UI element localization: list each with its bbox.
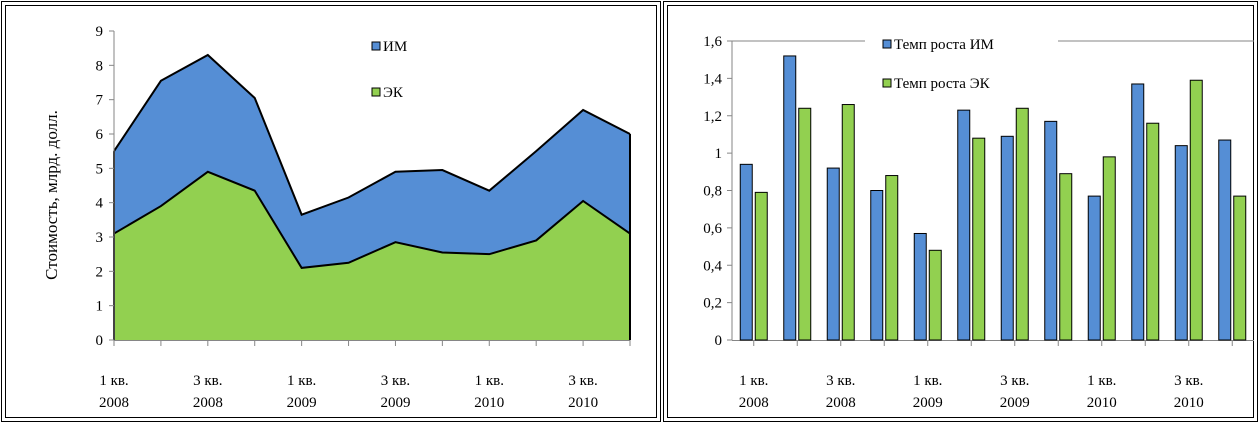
- y-tick-label: 5: [96, 161, 104, 177]
- x-tick-label: 2010: [474, 395, 504, 411]
- x-tick-label: 3 кв.: [826, 373, 855, 389]
- x-tick-label: 2010: [568, 395, 598, 411]
- y-axis-title: Стоимость, млрд. долл.: [42, 110, 61, 280]
- bar-ek: [928, 249, 942, 341]
- bar-im: [1087, 195, 1101, 341]
- x-tick-label: 2008: [739, 395, 769, 411]
- y-tick-label: 6: [96, 127, 104, 143]
- legend-swatch: [371, 87, 381, 97]
- y-tick-label: 3: [96, 230, 104, 246]
- y-tick-label: 1,6: [703, 34, 722, 50]
- area-series-ek: [114, 171, 630, 340]
- y-tick-label: 4: [96, 196, 104, 212]
- x-tick-label: 2009: [380, 395, 410, 411]
- y-tick-label: 8: [96, 58, 104, 74]
- x-tick-label: 2008: [99, 395, 129, 411]
- legend-swatch: [882, 78, 892, 88]
- legend-swatch: [371, 41, 381, 51]
- x-tick-label: 2008: [826, 395, 856, 411]
- bar-im: [1174, 145, 1188, 341]
- x-tick-label: 3 кв.: [568, 373, 597, 389]
- bar-ek: [1059, 173, 1073, 341]
- bar-im: [783, 55, 797, 341]
- bar-im: [913, 232, 927, 341]
- x-tick-label: 1 кв.: [287, 373, 316, 389]
- legend-label: Темп роста ИМ: [894, 37, 994, 53]
- x-tick-label: 1 кв.: [913, 373, 942, 389]
- x-tick-label: 3 кв.: [193, 373, 222, 389]
- x-tick-label: 1 кв.: [99, 373, 128, 389]
- legend-label: ЭК: [383, 85, 404, 101]
- area-mid-outline: [113, 170, 631, 269]
- y-tick-label: 1,4: [703, 71, 722, 87]
- x-tick-label: 2009: [1000, 395, 1030, 411]
- bar-ek: [1102, 156, 1116, 341]
- bar-im: [826, 167, 840, 341]
- y-tick-label: 2: [96, 264, 104, 280]
- bar-chart: 0 0,2 0,4 0,6 0,8 1 1,2 1,4 1,6 1 кв. 2008 3 кв. 200…: [663, 1, 1258, 422]
- y-tick-label: 9: [96, 24, 104, 40]
- area-top-outline: [113, 53, 631, 216]
- x-tick-label: 3 кв.: [381, 373, 410, 389]
- area-chart-panel: 0 1 2 3 4 5 6 7 8 9 1 кв. 2008 3 кв. 2008 1 кв. 2009 3 к…: [0, 0, 662, 423]
- chart-frame-inner: [5, 5, 657, 418]
- y-tick-label: 0: [96, 333, 104, 349]
- y-tick-label: 0,6: [703, 221, 722, 237]
- legend-swatch: [882, 39, 892, 49]
- x-tick-label: 2009: [287, 395, 317, 411]
- chart-frame-outer: [1, 1, 661, 422]
- area-series-im: [114, 55, 630, 268]
- x-tick-label: 1 кв.: [1087, 373, 1116, 389]
- chart-frame-inner: [667, 5, 1254, 418]
- x-tick-label: 3 кв.: [1174, 373, 1203, 389]
- x-tick-label: 2010: [1174, 395, 1204, 411]
- y-tick-label: 1: [715, 146, 723, 162]
- x-tick-label: 2009: [913, 395, 943, 411]
- y-tick-label: 1,2: [703, 109, 722, 125]
- bar-im: [870, 190, 884, 341]
- bar-ek: [1146, 122, 1160, 341]
- x-tick-label: 3 кв.: [1000, 373, 1029, 389]
- area-chart: 0 1 2 3 4 5 6 7 8 9 1 кв. 2008 3 кв. 2008 1 кв. 2009 3 к…: [1, 1, 661, 422]
- x-tick-label: 2010: [1087, 395, 1117, 411]
- bar-ek: [972, 137, 986, 341]
- y-tick-label: 0: [715, 333, 723, 349]
- bar-ek: [754, 191, 768, 341]
- bar-im: [957, 109, 971, 341]
- y-tick-label: 7: [96, 93, 104, 109]
- bar-ek: [841, 104, 855, 341]
- legend-label: Темп роста ЭК: [894, 76, 991, 92]
- bar-im: [1000, 135, 1014, 341]
- bar-ek: [1189, 79, 1203, 341]
- y-tick-label: 0,8: [703, 184, 722, 200]
- bar-ek: [1015, 107, 1029, 341]
- chart-frame-outer: [663, 1, 1258, 422]
- y-tick-label: 0,4: [703, 258, 722, 274]
- bar-chart-panel: 0 0,2 0,4 0,6 0,8 1 1,2 1,4 1,6 1 кв. 2008 3 кв. 200…: [662, 0, 1259, 423]
- x-tick-label: 1 кв.: [739, 373, 768, 389]
- x-tick-label: 2008: [193, 395, 223, 411]
- legend-box: [865, 30, 1058, 94]
- y-tick-label: 1: [96, 299, 104, 315]
- bar-ek: [798, 107, 812, 341]
- bar-im: [1131, 83, 1145, 341]
- bar-im: [1218, 139, 1232, 341]
- bar-ek: [1233, 195, 1247, 341]
- legend-label: ИМ: [383, 39, 407, 55]
- x-tick-label: 1 кв.: [475, 373, 504, 389]
- bar-im: [739, 163, 753, 341]
- bar-ek: [885, 175, 899, 341]
- bar-im: [1044, 120, 1058, 341]
- y-tick-label: 0,2: [703, 296, 722, 312]
